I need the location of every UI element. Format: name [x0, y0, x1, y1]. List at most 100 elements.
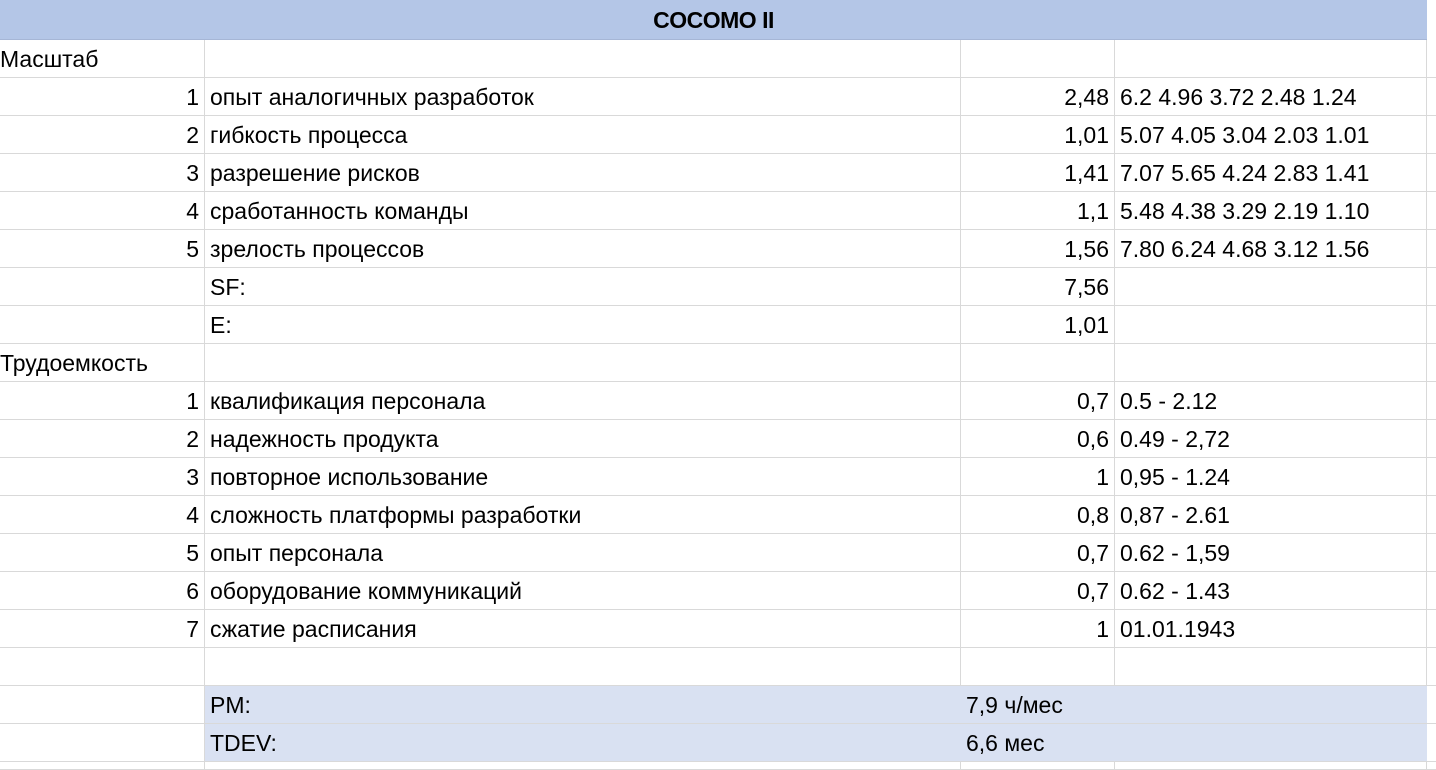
row-number-cell[interactable]: 4	[0, 496, 205, 534]
sf-value-cell[interactable]: 7,56	[961, 268, 1115, 306]
row-number-cell[interactable]: 5	[0, 230, 205, 268]
empty-cell[interactable]	[205, 40, 961, 78]
factor-range-cell[interactable]: 7.07 5.65 4.24 2.83 1.41	[1115, 154, 1427, 192]
tdev-row: TDEV: 6,6 мес	[0, 724, 1436, 762]
factor-range-cell[interactable]: 7.80 6.24 4.68 3.12 1.56	[1115, 230, 1427, 268]
factor-value-cell[interactable]: 1,1	[961, 192, 1115, 230]
empty-cell[interactable]	[1427, 724, 1436, 762]
factor-value-cell[interactable]: 2,48	[961, 78, 1115, 116]
driver-value-cell[interactable]: 0,6	[961, 420, 1115, 458]
empty-cell[interactable]	[205, 762, 961, 770]
empty-cell[interactable]	[1427, 344, 1436, 382]
sf-label-cell[interactable]: SF:	[205, 268, 961, 306]
empty-cell[interactable]	[1115, 268, 1427, 306]
empty-cell[interactable]	[1427, 230, 1436, 268]
driver-name-cell[interactable]: оборудование коммуникаций	[205, 572, 961, 610]
empty-cell[interactable]	[1427, 78, 1436, 116]
factor-range-cell[interactable]: 5.07 4.05 3.04 2.03 1.01	[1115, 116, 1427, 154]
effort-section-label[interactable]: Трудоемкость	[0, 344, 205, 382]
empty-cell[interactable]	[205, 648, 961, 686]
factor-name-cell[interactable]: сработанность команды	[205, 192, 961, 230]
empty-cell[interactable]	[1427, 610, 1436, 648]
empty-cell[interactable]	[1115, 344, 1427, 382]
title-cell[interactable]: COCOMO II	[0, 0, 1427, 40]
factor-name-cell[interactable]: зрелость процессов	[205, 230, 961, 268]
factor-name-cell[interactable]: гибкость процесса	[205, 116, 961, 154]
driver-value-cell[interactable]: 0,7	[961, 382, 1115, 420]
empty-cell[interactable]	[1427, 686, 1436, 724]
pm-label-cell[interactable]: PM:	[205, 686, 961, 724]
empty-cell[interactable]	[1427, 268, 1436, 306]
factor-range-cell[interactable]: 5.48 4.38 3.29 2.19 1.10	[1115, 192, 1427, 230]
row-number-cell[interactable]: 3	[0, 458, 205, 496]
empty-cell[interactable]	[1115, 762, 1427, 770]
empty-cell[interactable]	[1427, 458, 1436, 496]
empty-cell[interactable]	[1427, 572, 1436, 610]
driver-range-cell[interactable]: 0.5 - 2.12	[1115, 382, 1427, 420]
factor-range-cell[interactable]: 6.2 4.96 3.72 2.48 1.24	[1115, 78, 1427, 116]
empty-cell[interactable]	[1427, 496, 1436, 534]
empty-cell[interactable]	[1427, 420, 1436, 458]
row-number-cell[interactable]: 2	[0, 420, 205, 458]
empty-cell[interactable]	[1115, 306, 1427, 344]
e-label-cell[interactable]: E:	[205, 306, 961, 344]
factor-name-cell[interactable]: опыт аналогичных разработок	[205, 78, 961, 116]
empty-cell[interactable]	[0, 268, 205, 306]
empty-cell[interactable]	[0, 306, 205, 344]
driver-value-cell[interactable]: 0,7	[961, 572, 1115, 610]
empty-cell[interactable]	[1427, 762, 1436, 770]
empty-cell[interactable]	[1427, 306, 1436, 344]
factor-value-cell[interactable]: 1,01	[961, 116, 1115, 154]
driver-name-cell[interactable]: надежность продукта	[205, 420, 961, 458]
empty-cell[interactable]	[205, 344, 961, 382]
row-number-cell[interactable]: 3	[0, 154, 205, 192]
row-number-cell[interactable]: 4	[0, 192, 205, 230]
empty-cell[interactable]	[1427, 116, 1436, 154]
tdev-value-cell[interactable]: 6,6 мес	[961, 724, 1427, 762]
driver-range-cell[interactable]: 0.62 - 1.43	[1115, 572, 1427, 610]
driver-name-cell[interactable]: опыт персонала	[205, 534, 961, 572]
driver-name-cell[interactable]: повторное использование	[205, 458, 961, 496]
empty-cell[interactable]	[0, 648, 205, 686]
driver-name-cell[interactable]: сжатие расписания	[205, 610, 961, 648]
empty-cell[interactable]	[961, 344, 1115, 382]
driver-value-cell[interactable]: 0,8	[961, 496, 1115, 534]
empty-cell[interactable]	[0, 686, 205, 724]
driver-name-cell[interactable]: сложность платформы разработки	[205, 496, 961, 534]
row-number-cell[interactable]: 2	[0, 116, 205, 154]
empty-cell[interactable]	[961, 40, 1115, 78]
pm-value-cell[interactable]: 7,9 ч/мес	[961, 686, 1427, 724]
e-value-cell[interactable]: 1,01	[961, 306, 1115, 344]
empty-cell[interactable]	[1427, 648, 1436, 686]
empty-cell[interactable]	[1427, 382, 1436, 420]
empty-cell[interactable]	[1427, 534, 1436, 572]
factor-value-cell[interactable]: 1,56	[961, 230, 1115, 268]
tdev-label-cell[interactable]: TDEV:	[205, 724, 961, 762]
driver-value-cell[interactable]: 0,7	[961, 534, 1115, 572]
factor-value-cell[interactable]: 1,41	[961, 154, 1115, 192]
empty-cell[interactable]	[0, 762, 205, 770]
empty-cell[interactable]	[0, 724, 205, 762]
empty-cell[interactable]	[961, 762, 1115, 770]
empty-cell[interactable]	[1115, 40, 1427, 78]
driver-range-cell[interactable]: 0.49 - 2,72	[1115, 420, 1427, 458]
empty-cell[interactable]	[1427, 192, 1436, 230]
empty-cell[interactable]	[1115, 648, 1427, 686]
driver-range-cell[interactable]: 01.01.1943	[1115, 610, 1427, 648]
factor-name-cell[interactable]: разрешение рисков	[205, 154, 961, 192]
driver-range-cell[interactable]: 0,87 - 2.61	[1115, 496, 1427, 534]
row-number-cell[interactable]: 1	[0, 78, 205, 116]
driver-range-cell[interactable]: 0.62 - 1,59	[1115, 534, 1427, 572]
empty-cell[interactable]	[1427, 40, 1436, 78]
row-number-cell[interactable]: 6	[0, 572, 205, 610]
driver-value-cell[interactable]: 1	[961, 610, 1115, 648]
row-number-cell[interactable]: 1	[0, 382, 205, 420]
row-number-cell[interactable]: 5	[0, 534, 205, 572]
empty-cell[interactable]	[1427, 154, 1436, 192]
driver-name-cell[interactable]: квалификация персонала	[205, 382, 961, 420]
driver-value-cell[interactable]: 1	[961, 458, 1115, 496]
driver-range-cell[interactable]: 0,95 - 1.24	[1115, 458, 1427, 496]
empty-cell[interactable]	[961, 648, 1115, 686]
scale-section-label[interactable]: Масштаб	[0, 40, 205, 78]
row-number-cell[interactable]: 7	[0, 610, 205, 648]
